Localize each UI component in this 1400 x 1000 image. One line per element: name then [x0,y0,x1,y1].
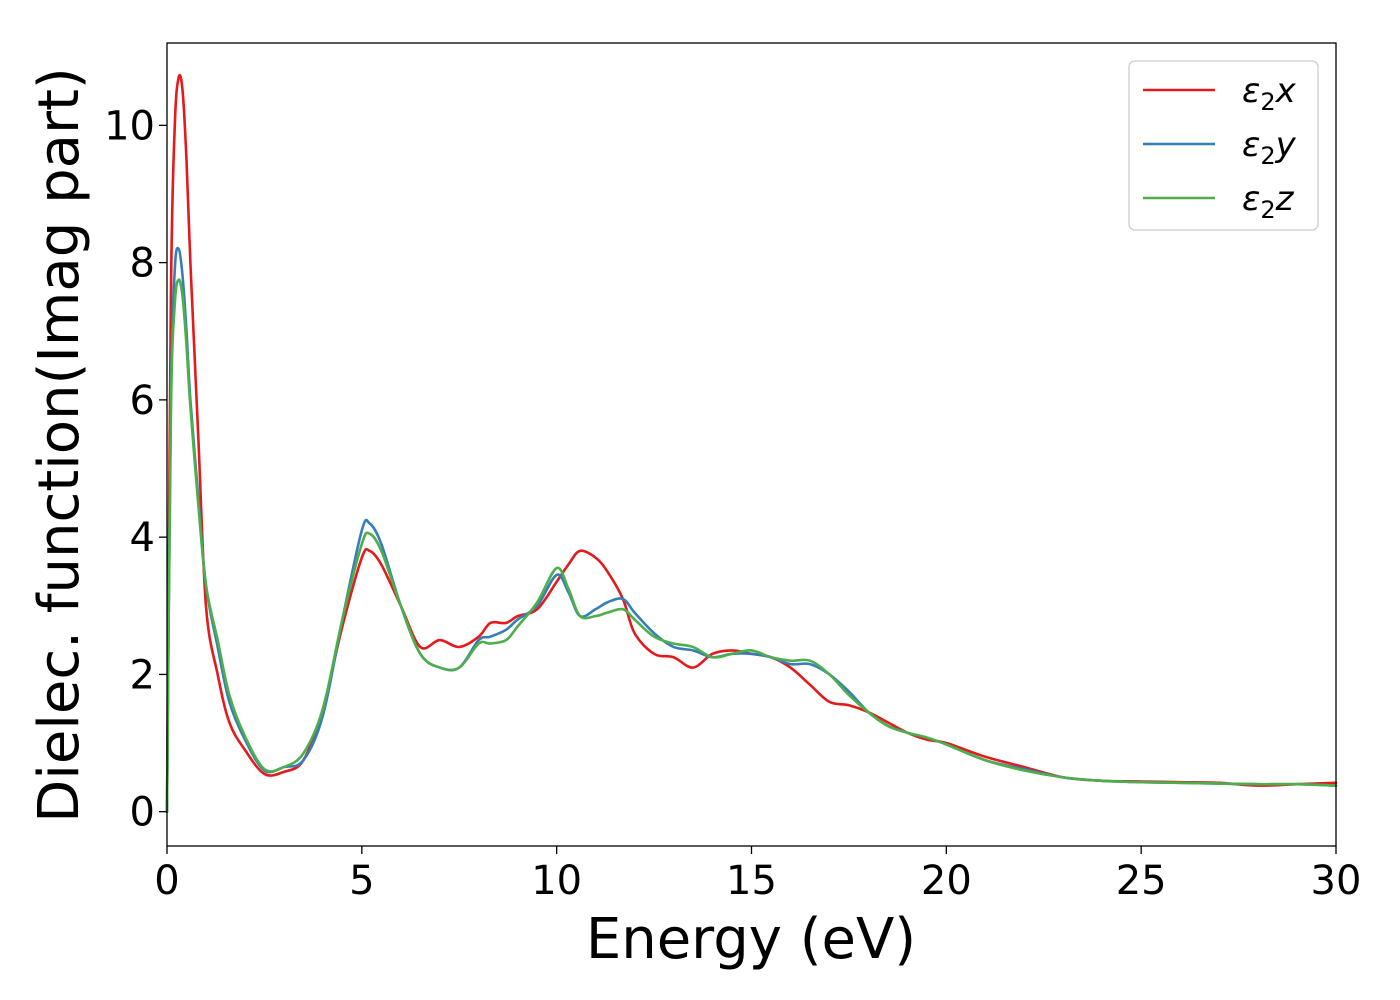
legend-label-variable: z [1275,179,1295,219]
legend-label-base: ε [1242,125,1260,165]
legend-label-y: ε2y [1242,125,1297,170]
x-tick-label: 5 [349,858,374,904]
legend-label-subscript: 2 [1260,88,1275,116]
x-tick-label: 15 [726,858,777,904]
legend-label-base: ε [1242,179,1260,219]
x-tick-label: 30 [1311,858,1362,904]
series-layer [165,73,1338,813]
legend-label-base: ε [1242,71,1260,111]
y-tick-label: 2 [130,652,155,698]
x-axis-label: Energy (eV) [586,907,916,972]
x-tick-label: 0 [154,858,179,904]
x-axis-ticks: 0 5 10 15 20 25 30 [154,846,1361,904]
legend-label-subscript: 2 [1260,142,1275,170]
series-line-x [165,73,1338,813]
x-tick-label: 10 [531,858,582,904]
legend-label-z: ε2z [1242,179,1295,224]
legend-label-variable: y [1275,125,1297,165]
legend-label-x: ε2x [1242,71,1297,116]
legend-label-subscript: 2 [1260,196,1275,224]
legend-label-variable: x [1275,71,1297,111]
y-axis-label: Dielec. function(Imag part) [27,67,92,823]
legend-box [1128,60,1319,231]
y-tick-label: 6 [130,378,155,424]
series-line-z [165,278,1338,813]
x-tick-label: 25 [1116,858,1167,904]
x-tick-label: 20 [921,858,972,904]
y-tick-label: 10 [104,103,155,149]
y-tick-label: 0 [130,790,155,836]
y-tick-label: 4 [130,515,155,561]
y-tick-label: 8 [130,241,155,287]
y-axis-ticks: 0 2 4 6 8 10 [104,103,167,836]
